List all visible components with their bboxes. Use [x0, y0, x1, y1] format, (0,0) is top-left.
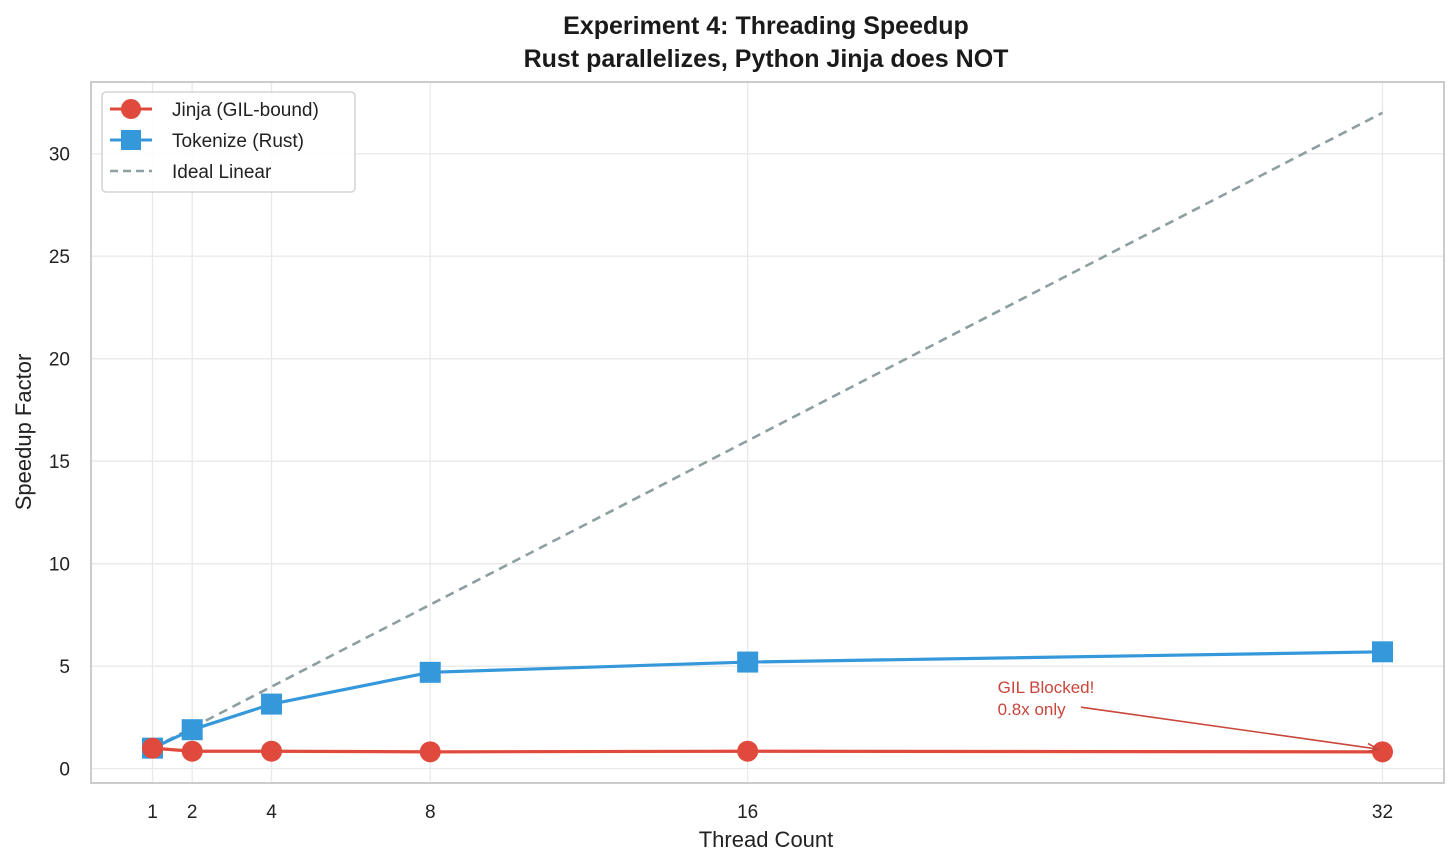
y-axis-label: Speedup Factor — [11, 354, 36, 511]
y-tick-label: 30 — [49, 145, 70, 166]
legend-box — [101, 91, 356, 193]
x-tick-label: 8 — [425, 802, 436, 823]
x-axis-label: Thread Count — [699, 827, 834, 852]
x-tick-label: 4 — [266, 802, 277, 823]
data-point-jinja — [142, 737, 163, 759]
data-point-jinja — [419, 741, 441, 763]
data-point-tokenize — [261, 693, 283, 715]
legend: Jinja (GIL-bound) Tokenize (Rust) Ideal … — [101, 91, 356, 193]
data-point-jinja — [737, 740, 759, 762]
data-point-tokenize — [419, 661, 441, 683]
data-point-tokenize — [1372, 641, 1393, 663]
legend-marker-jinja — [121, 99, 141, 119]
legend-label-jinja: Jinja (GIL-bound) — [172, 100, 319, 121]
data-point-tokenize — [737, 651, 759, 673]
data-point-jinja — [181, 740, 203, 762]
legend-item-jinja: Jinja (GIL-bound) — [110, 99, 319, 121]
y-tick-label: 20 — [49, 350, 70, 371]
data-point-jinja — [261, 740, 283, 762]
x-tick-label: 2 — [187, 802, 198, 823]
tick-labels: 0 5 10 15 20 25 30 1 2 4 8 16 32 — [49, 145, 1393, 823]
annotation-line-1: GIL Blocked! — [998, 678, 1095, 697]
series-layer — [142, 111, 1393, 763]
y-tick-label: 10 — [49, 555, 70, 576]
x-tick-label: 16 — [737, 802, 758, 823]
legend-marker-tokenize — [121, 130, 141, 150]
annotation: GIL Blocked! 0.8x only — [998, 678, 1381, 753]
legend-label-tokenize: Tokenize (Rust) — [172, 131, 304, 152]
y-tick-label: 0 — [59, 760, 70, 781]
data-point-tokenize — [181, 719, 203, 741]
annotation-arrow — [1080, 706, 1379, 750]
y-tick-label: 25 — [49, 247, 70, 268]
annotation-arrowhead — [1366, 742, 1381, 753]
chart-title-line-2: Rust parallelizes, Python Jinja does NOT — [524, 45, 1009, 73]
annotation-line-2: 0.8x only — [998, 700, 1067, 719]
y-tick-label: 15 — [49, 452, 70, 473]
x-tick-label: 1 — [147, 802, 158, 823]
y-tick-label: 5 — [59, 657, 70, 678]
plot-frame — [90, 81, 1445, 784]
data-point-jinja — [1372, 741, 1393, 763]
legend-label-ideal: Ideal Linear — [172, 162, 272, 183]
legend-item-ideal: Ideal Linear — [110, 162, 272, 183]
legend-item-tokenize: Tokenize (Rust) — [110, 130, 304, 152]
x-tick-label: 32 — [1372, 802, 1393, 823]
chart-title-line-1: Experiment 4: Threading Speedup — [563, 12, 969, 40]
